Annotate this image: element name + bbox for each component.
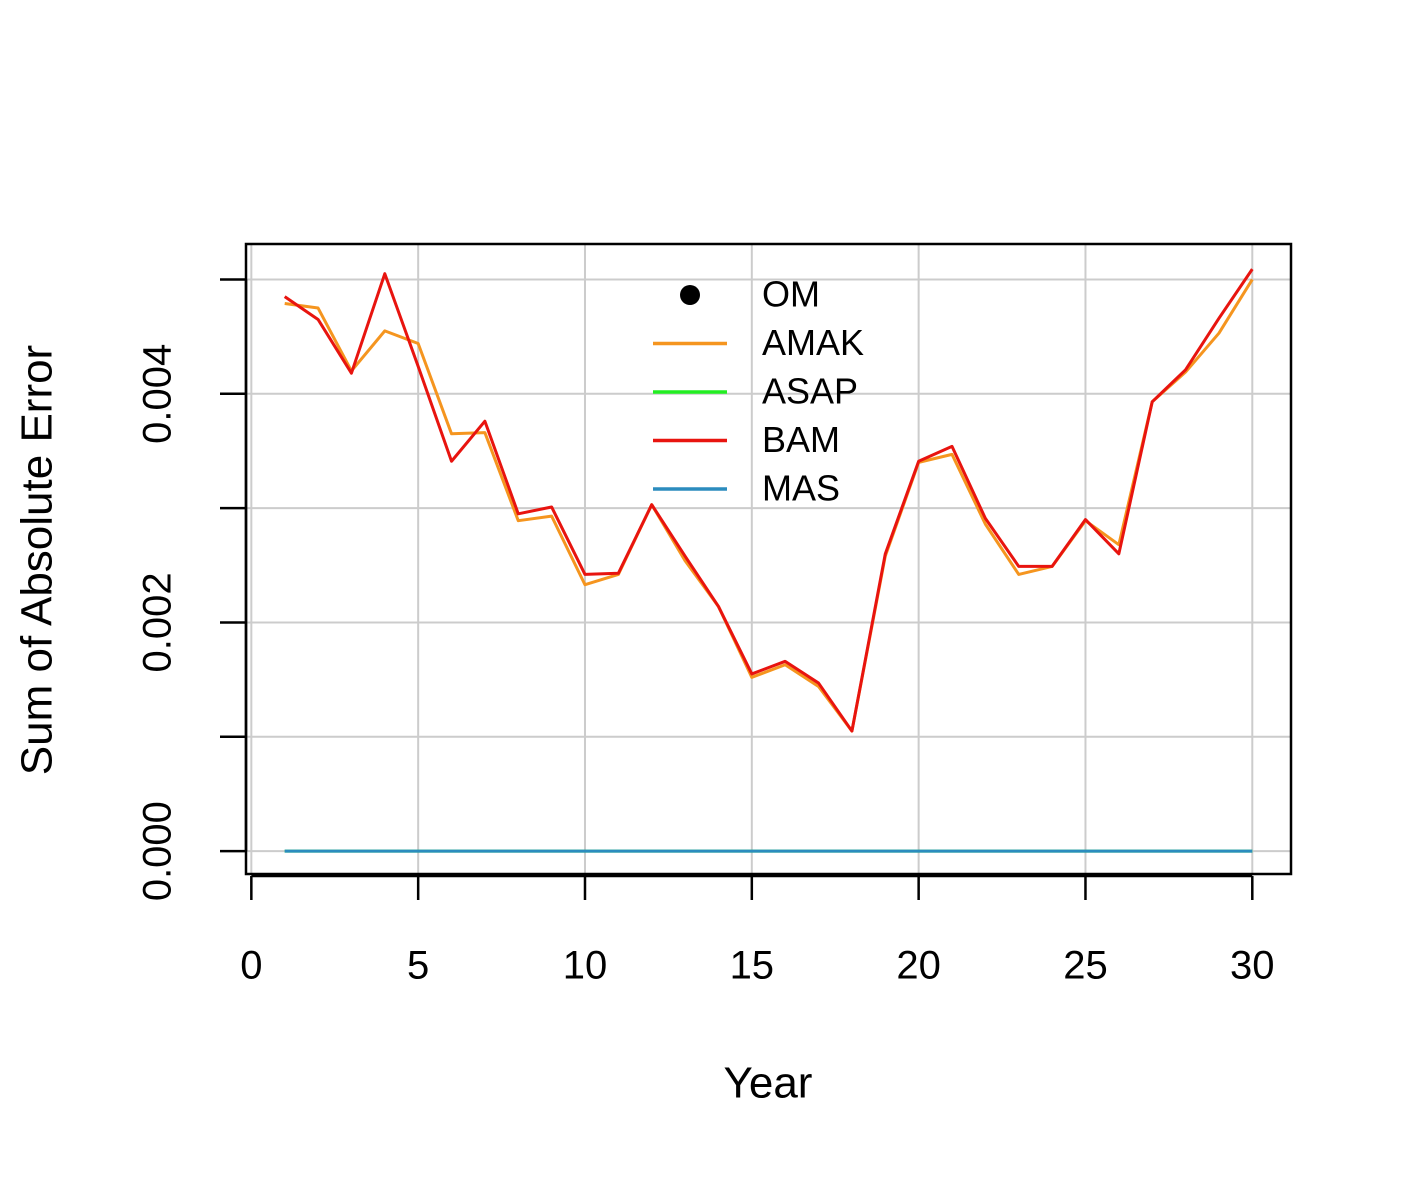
legend-label: MAS <box>762 468 840 509</box>
legend-marker <box>680 285 700 305</box>
y-axis-title: Sum of Absolute Error <box>13 345 62 775</box>
x-tick-label: 25 <box>1063 944 1108 988</box>
x-tick-label: 15 <box>730 944 775 988</box>
x-tick-label: 30 <box>1230 944 1275 988</box>
y-tick-label: 0.002 <box>136 572 180 672</box>
series-line <box>283 268 1254 733</box>
legend-label: ASAP <box>762 371 858 412</box>
legend-label: BAM <box>762 419 840 460</box>
y-tick-label: 0.000 <box>136 801 180 901</box>
x-tick-label: 10 <box>563 944 608 988</box>
x-tick-label: 5 <box>407 944 429 988</box>
x-tick-label: 20 <box>896 944 941 988</box>
y-tick-label: 0.004 <box>136 344 180 444</box>
x-tick-label: 0 <box>240 944 262 988</box>
legend-label: OM <box>762 274 820 315</box>
x-axis-title: Year <box>724 1059 813 1108</box>
legend-label: AMAK <box>762 322 864 363</box>
